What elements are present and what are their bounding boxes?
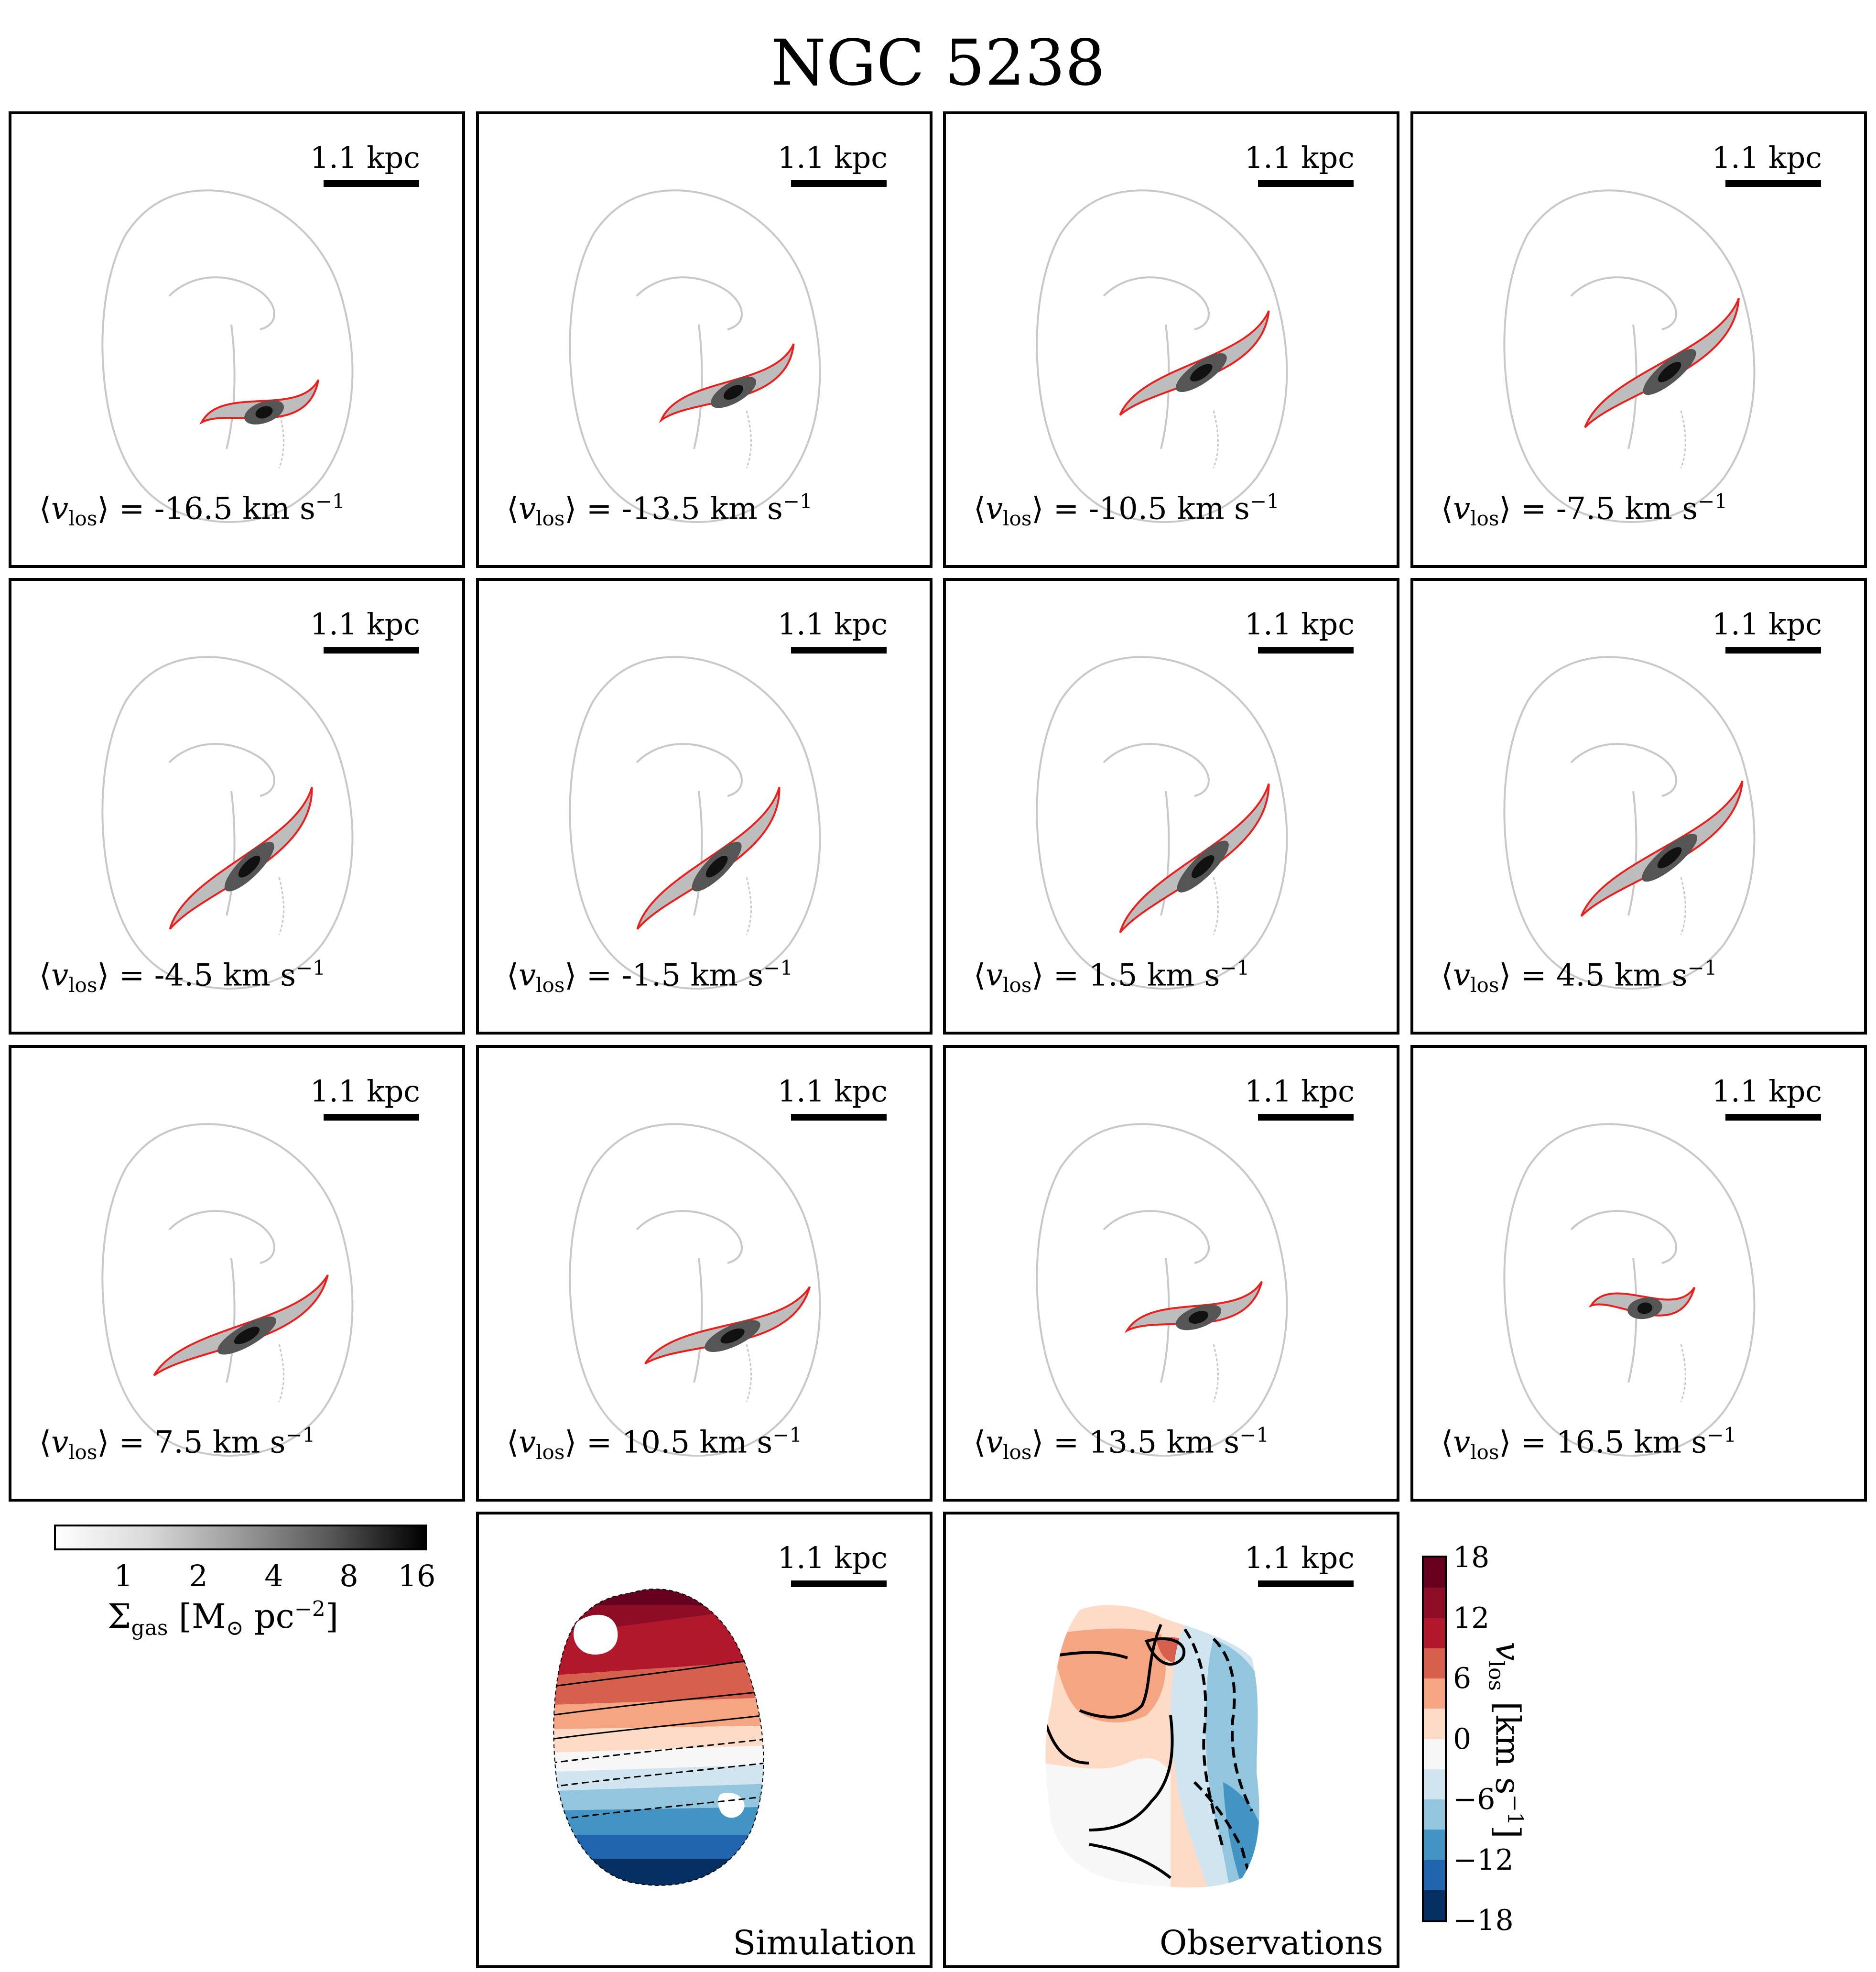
colorbar-block [1424,1890,1445,1920]
colorbar-tick-2: 2 [189,1558,208,1593]
channel-panel: 1.1 kpc ⟨vlos⟩ = -10.5 km s−1 [943,111,1399,568]
scale-bar [1725,180,1821,187]
velocity-colorbar-tick: 6 [1453,1662,1472,1695]
colorbar-label: Σgas [M⊙ pc−2] [108,1597,339,1640]
channel-panel: 1.1 kpc ⟨vlos⟩ = 1.5 km s−1 [943,578,1399,1035]
channel-panel: 1.1 kpc ⟨vlos⟩ = -16.5 km s−1 [9,111,465,568]
colorbar-block [1424,1739,1445,1769]
channel-velocity-label: ⟨vlos⟩ = 16.5 km s−1 [1441,1423,1737,1464]
figure-title: NGC 5238 [770,26,1106,100]
scale-bar [324,180,419,187]
colorbar-tick-4: 4 [264,1558,283,1593]
velocity-colorbar-tick: −6 [1453,1783,1496,1816]
channel-map-image [569,1123,821,1457]
colorbar-tick-8: 8 [339,1558,358,1593]
velocity-colorbar [1422,1556,1447,1922]
velocity-colorbar-tick: −12 [1453,1843,1514,1877]
channel-velocity-label: ⟨vlos⟩ = -1.5 km s−1 [507,956,793,997]
velocity-colorbar-tick: 18 [1453,1541,1490,1574]
colorbar-tick-16: 16 [398,1558,436,1593]
channel-velocity-label: ⟨vlos⟩ = 4.5 km s−1 [1441,956,1717,997]
scale-bar-label: 1.1 kpc [777,607,888,642]
channel-map-image [1503,1123,1756,1457]
colorbar-block [1424,1830,1445,1860]
simulation-velocity-map [553,1589,764,1886]
scale-bar-label: 1.1 kpc [1712,607,1822,642]
channel-panel: 1.1 kpc ⟨vlos⟩ = -13.5 km s−1 [476,111,933,568]
scale-bar [1258,180,1354,187]
channel-panel: 1.1 kpc ⟨vlos⟩ = 13.5 km s−1 [943,1045,1399,1502]
colorbar-block [1424,1588,1445,1618]
scale-bar-label: 1.1 kpc [1712,1074,1822,1109]
channel-panel: 1.1 kpc ⟨vlos⟩ = -7.5 km s−1 [1410,111,1867,568]
channel-map-image [101,656,354,990]
channel-velocity-label: ⟨vlos⟩ = 10.5 km s−1 [507,1423,802,1464]
channel-map-image [1503,656,1756,990]
channel-panel: 1.1 kpc ⟨vlos⟩ = 7.5 km s−1 [9,1045,465,1502]
colorbar-tick-1: 1 [114,1558,133,1593]
scale-bar [1258,647,1354,654]
scale-bar-label: 1.1 kpc [1244,607,1355,642]
colorbar-block [1424,1558,1445,1588]
channel-map-image [1036,189,1288,523]
scale-bar [324,1114,419,1121]
colorbar-block [1424,1799,1445,1830]
scale-bar-label: 1.1 kpc [310,1074,420,1109]
channel-map-image [101,1123,354,1457]
scale-bar-label: 1.1 kpc [310,607,420,642]
scale-bar-label: 1.1 kpc [1244,140,1355,175]
simulation-label: Simulation [733,1923,916,1962]
channel-map-image [1503,189,1756,523]
scale-bar [791,180,887,187]
velocity-colorbar-tick: 12 [1453,1601,1490,1635]
velocity-colorbar-tick: −18 [1453,1904,1514,1937]
scale-bar [791,1114,887,1121]
channel-velocity-label: ⟨vlos⟩ = 7.5 km s−1 [39,1423,315,1464]
colorbar-block [1424,1648,1445,1678]
channel-map-image [569,656,821,990]
scale-bar [791,647,887,654]
channel-map-image [1036,1123,1288,1457]
observations-velocity-map [1045,1605,1259,1888]
channel-panel: 1.1 kpc ⟨vlos⟩ = 10.5 km s−1 [476,1045,933,1502]
scale-bar-label: 1.1 kpc [1244,1074,1355,1109]
channel-map-image [1036,656,1288,990]
channel-velocity-label: ⟨vlos⟩ = -4.5 km s−1 [39,956,326,997]
channel-panel: 1.1 kpc ⟨vlos⟩ = 4.5 km s−1 [1410,578,1867,1035]
scale-bar-label: 1.1 kpc [777,140,888,175]
scale-bar [791,1580,887,1587]
scale-bar [1725,647,1821,654]
velocity-colorbar-tick: 0 [1453,1722,1472,1756]
velocity-colorbar-label: vlos [km s−1] [1484,1642,1528,1839]
scale-bar-label: 1.1 kpc [310,140,420,175]
channel-velocity-label: ⟨vlos⟩ = -16.5 km s−1 [39,490,345,531]
channel-map-image [101,189,354,523]
scale-bar [1258,1114,1354,1121]
colorbar-block [1424,1769,1445,1799]
channel-velocity-label: ⟨vlos⟩ = -7.5 km s−1 [1441,490,1728,531]
scale-bar-label: 1.1 kpc [777,1540,888,1575]
channel-panel: 1.1 kpc ⟨vlos⟩ = -1.5 km s−1 [476,578,933,1035]
scale-bar [1725,1114,1821,1121]
channel-velocity-label: ⟨vlos⟩ = 1.5 km s−1 [974,956,1250,997]
simulation-velocity-panel: 1.1 kpc Simulation [476,1512,933,1968]
colorbar-block [1424,1618,1445,1648]
scale-bar-label: 1.1 kpc [1244,1540,1355,1575]
channel-velocity-label: ⟨vlos⟩ = -10.5 km s−1 [974,490,1280,531]
scale-bar-label: 1.1 kpc [1712,140,1822,175]
scale-bar [324,647,419,654]
colorbar-block [1424,1678,1445,1709]
colorbar-block [1424,1860,1445,1890]
colorbar-block [1424,1709,1445,1739]
observations-velocity-panel: 1.1 kpc Observations [943,1512,1399,1968]
scale-bar-label: 1.1 kpc [777,1074,888,1109]
observations-label: Observations [1160,1923,1383,1962]
channel-velocity-label: ⟨vlos⟩ = 13.5 km s−1 [974,1423,1269,1464]
scale-bar [1258,1580,1354,1587]
surface-density-colorbar [54,1525,427,1550]
channel-panel: 1.1 kpc ⟨vlos⟩ = 16.5 km s−1 [1410,1045,1867,1502]
channel-map-image [569,189,821,523]
channel-panel: 1.1 kpc ⟨vlos⟩ = -4.5 km s−1 [9,578,465,1035]
channel-velocity-label: ⟨vlos⟩ = -13.5 km s−1 [507,490,813,531]
